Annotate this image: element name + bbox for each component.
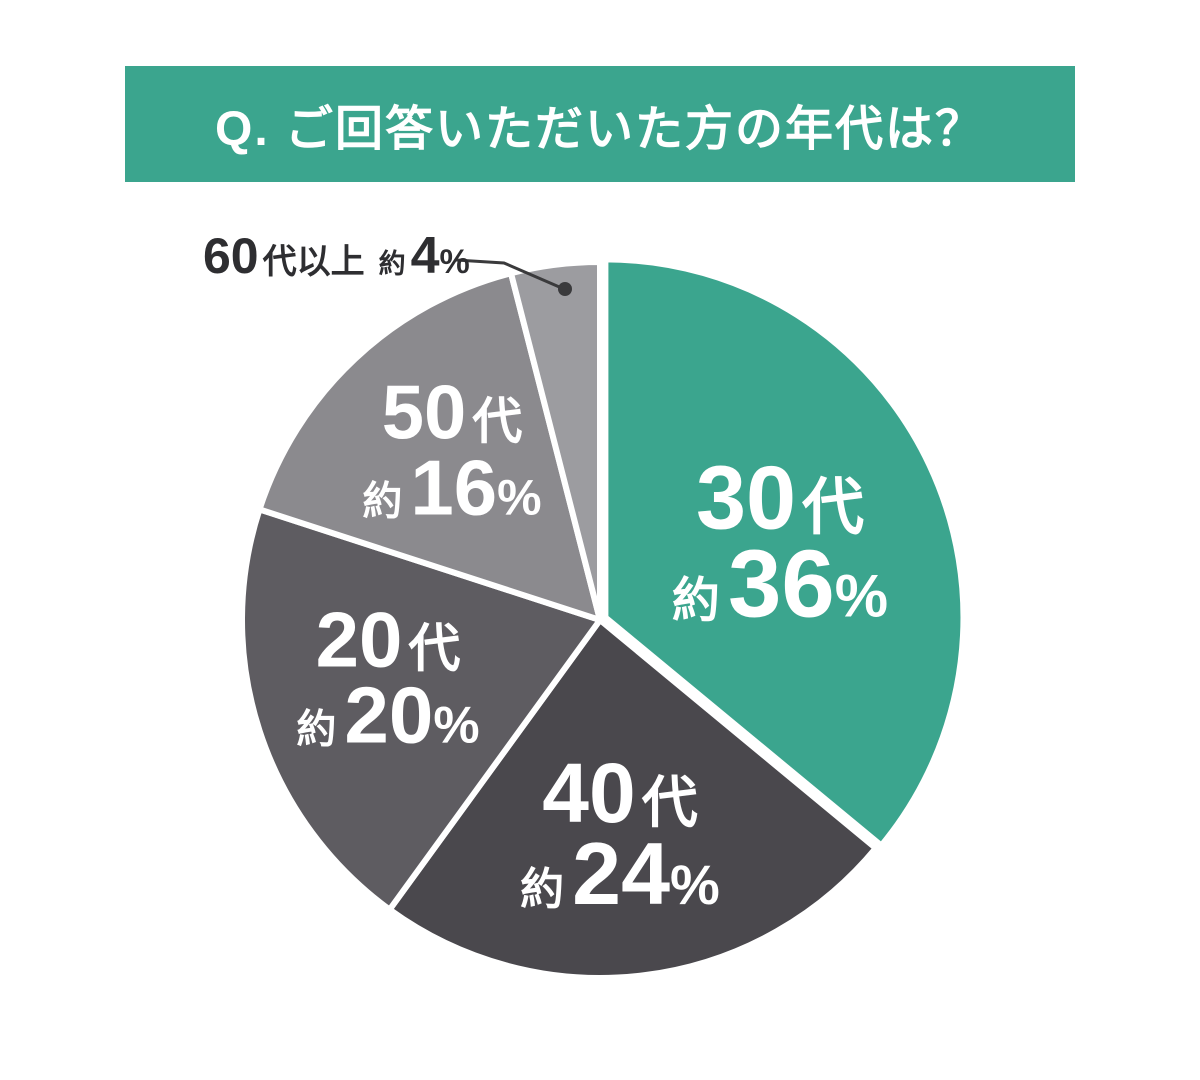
pie-slice-40代 <box>386 617 879 981</box>
callout-leader-line <box>455 258 565 291</box>
callout-age-number: 60 <box>203 228 259 284</box>
pie-slice-60代以上 <box>508 258 603 623</box>
chart-title: Q. ご回答いただいた方の年代は？ <box>214 103 985 156</box>
chart-title-banner: Q. ご回答いただいた方の年代は？ <box>125 66 1075 182</box>
callout-age-suffix: 代以上 <box>262 243 365 281</box>
callout-percent-value: 4 <box>410 227 440 285</box>
callout-approx: 約 <box>378 249 406 279</box>
callout-percent-sign: % <box>439 243 470 281</box>
pie-slices <box>239 256 967 981</box>
callout-dot <box>558 282 572 296</box>
pie-slice-30代 <box>602 256 967 849</box>
callout-label-60s: 60 代以上 約 4 % <box>203 230 470 282</box>
pie-slice-20代 <box>239 506 603 913</box>
pie-slice-50代 <box>256 270 603 623</box>
